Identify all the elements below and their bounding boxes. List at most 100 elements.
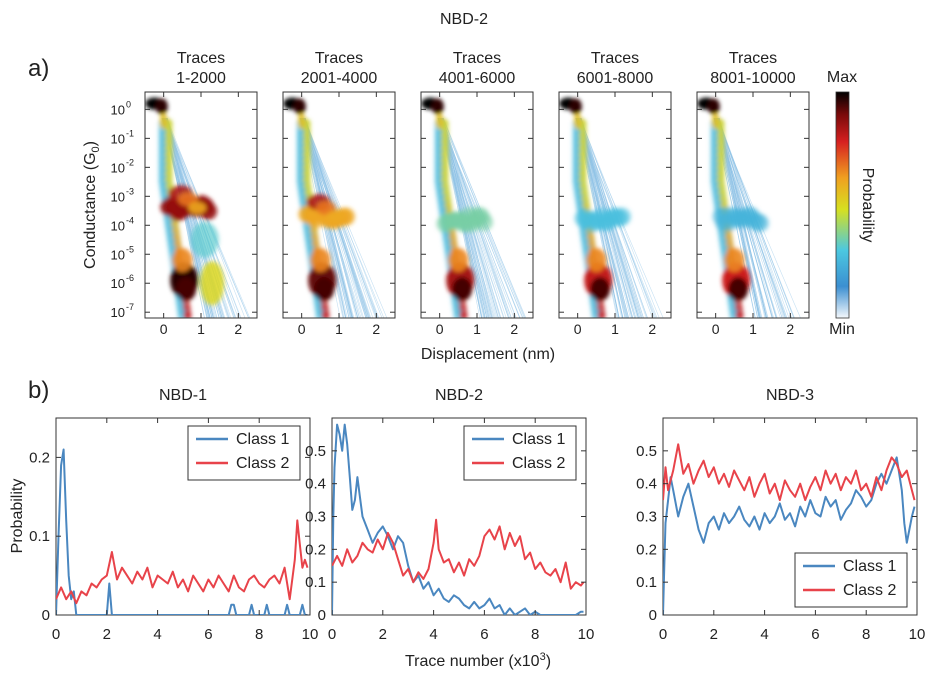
trace-line: [304, 118, 352, 318]
trace-line: [300, 118, 371, 318]
trace-line: [714, 118, 769, 318]
trace-line: [439, 118, 505, 318]
chart-title: NBD-2: [435, 387, 483, 404]
y-tick-label: 10: [111, 160, 125, 175]
trace-line: [717, 118, 758, 318]
legend: Class 1 Class 2: [187, 425, 301, 481]
chart-title: NBD-3: [766, 387, 814, 404]
trace-line: [166, 118, 220, 318]
trace-line: [719, 118, 774, 318]
trace-line: [440, 118, 483, 318]
x-tick-label: 0: [160, 321, 168, 337]
density-blob: [728, 277, 749, 302]
trace-line: [441, 118, 488, 318]
trace-line: [302, 117, 379, 318]
x-tick-label: 10: [302, 626, 319, 643]
x-tick-label: 8: [862, 626, 870, 643]
y-tick-label: 0.1: [305, 574, 326, 591]
colorbar-label: Probability: [859, 168, 876, 243]
density-blob: [314, 277, 335, 302]
colorbar-max-label: Max: [827, 69, 857, 86]
trace-line: [576, 118, 620, 318]
x-tick-label: 8: [531, 626, 539, 643]
legend-label: Class 1: [843, 558, 896, 575]
density-blob: [613, 207, 632, 226]
heatmap-title-line2: 2001-4000: [301, 70, 378, 87]
trace-line: [717, 118, 760, 318]
legend-label: Class 1: [512, 431, 565, 448]
trace-line: [437, 118, 485, 318]
y-tick-label: 10: [111, 247, 125, 262]
y-axis-label: Conductance (G0): [82, 141, 102, 269]
y-tick-label-exponent: -1: [126, 128, 134, 138]
series-line: [332, 518, 585, 590]
x-axis-label: Displacement (nm): [421, 346, 555, 363]
density-blob: [326, 210, 345, 223]
x-tick-label: 2: [103, 626, 111, 643]
series-line: [332, 423, 584, 615]
heatmap-density: [283, 92, 395, 318]
heatmap-density: [697, 92, 809, 318]
heatmap-title-line2: 4001-6000: [439, 70, 516, 87]
density-blob: [435, 112, 444, 129]
density-blob: [590, 277, 611, 302]
y-tick-label: 0: [42, 607, 50, 624]
figure-top-title: NBD-2: [440, 11, 488, 28]
trace-line: [577, 118, 624, 318]
y-tick-label-exponent: -3: [126, 186, 134, 196]
legend-box: [187, 425, 301, 481]
trace-line: [577, 117, 664, 318]
y-tick-label: 0.3: [636, 509, 657, 526]
trace-line: [441, 118, 486, 318]
trace-line: [716, 118, 783, 318]
heatmap-panel: 0 1 2 Traces 2001-4000: [282, 50, 396, 337]
x-tick-label: 0: [298, 321, 306, 337]
x-tick-label: 0: [712, 321, 720, 337]
y-tick-label: 10: [111, 305, 125, 320]
trace-line: [303, 117, 388, 318]
heatmap-density: [421, 92, 533, 318]
density-blob: [711, 112, 720, 129]
trace-line: [575, 118, 627, 318]
legend-box: [463, 425, 577, 481]
density-blob: [459, 310, 468, 318]
density-blob: [735, 310, 744, 318]
trace-line: [304, 118, 368, 318]
trace-line: [579, 117, 660, 318]
x-tick-label: 1: [197, 321, 205, 337]
series-line: [663, 443, 916, 502]
trace-line: [303, 118, 355, 318]
trace-line: [442, 117, 527, 318]
x-tick-label: 2: [234, 321, 242, 337]
trace-line: [166, 117, 246, 318]
y-tick-label: 10: [111, 189, 125, 204]
y-tick-label: 0.2: [636, 541, 657, 558]
trace-line: [576, 118, 636, 318]
chart-title: NBD-1: [159, 387, 207, 404]
y-tick-label-exponent: -7: [126, 302, 134, 312]
y-tick-label: 10: [111, 276, 125, 291]
colorbar: Max Min Probability: [827, 69, 876, 338]
x-tick-label: 6: [811, 626, 819, 643]
trace-line: [717, 118, 785, 318]
y-tick-label: 0: [649, 607, 657, 624]
x-tick-label: 4: [429, 626, 437, 643]
density-blob: [188, 201, 207, 214]
y-tick-label-exponent: -6: [126, 273, 134, 283]
density-blob: [448, 248, 469, 273]
density-blobs: [559, 97, 632, 318]
colorbar-gradient: [835, 91, 850, 319]
density-blobs: [283, 97, 356, 318]
trace-line: [715, 118, 778, 318]
y-tick-label-exponent: -5: [126, 244, 134, 254]
trace-line: [443, 117, 521, 318]
x-tick-label: 1: [611, 321, 619, 337]
density-blobs: [421, 97, 494, 318]
trace-line: [441, 118, 511, 318]
y-tick-label-exponent: -2: [126, 157, 134, 167]
legend-label: Class 1: [236, 431, 289, 448]
